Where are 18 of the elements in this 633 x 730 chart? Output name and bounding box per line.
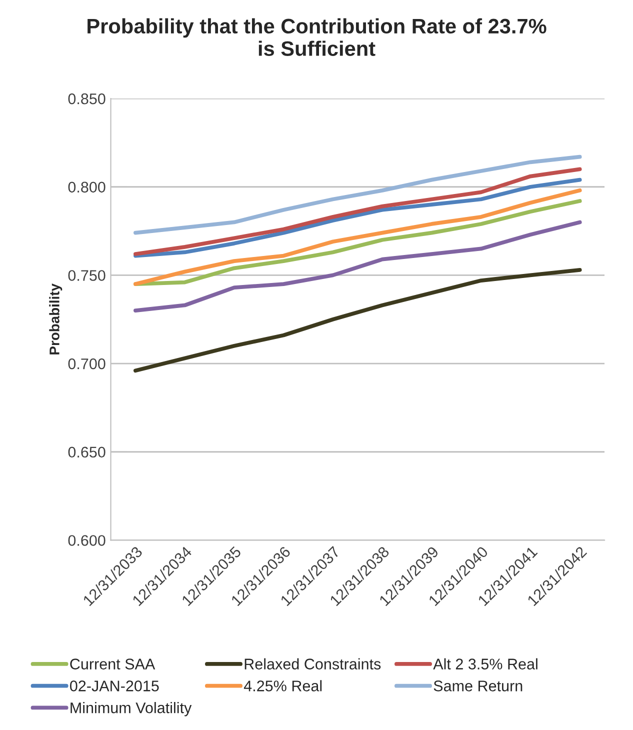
y-tick-label: 0.650	[68, 446, 106, 458]
line-series	[134, 220, 582, 312]
y-tick-label: 0.800	[68, 182, 106, 193]
legend-label: Same Return	[434, 680, 522, 692]
legend-label: 4.25% Real	[244, 680, 322, 692]
line-series	[134, 268, 582, 373]
y-axis-title: Probability	[49, 284, 62, 354]
y-tick-label: 0.600	[68, 535, 106, 546]
legend-label: Minimum Volatility	[70, 702, 192, 716]
legend-label: Current SAA	[70, 658, 156, 670]
legend-label: 02-JAN-2015	[70, 680, 159, 692]
legend-label: Alt 2 3.5% Real	[433, 658, 538, 670]
legend-label: Relaxed Constraints	[244, 658, 381, 670]
line-series	[134, 154, 582, 235]
y-tick-label: 0.750	[68, 270, 106, 281]
y-tick-label: 0.850	[68, 93, 106, 104]
y-tick-label: 0.700	[68, 358, 106, 370]
chart-title: Probability that the Contribution Rate of 23.7% is Sufficient	[88, 18, 546, 56]
